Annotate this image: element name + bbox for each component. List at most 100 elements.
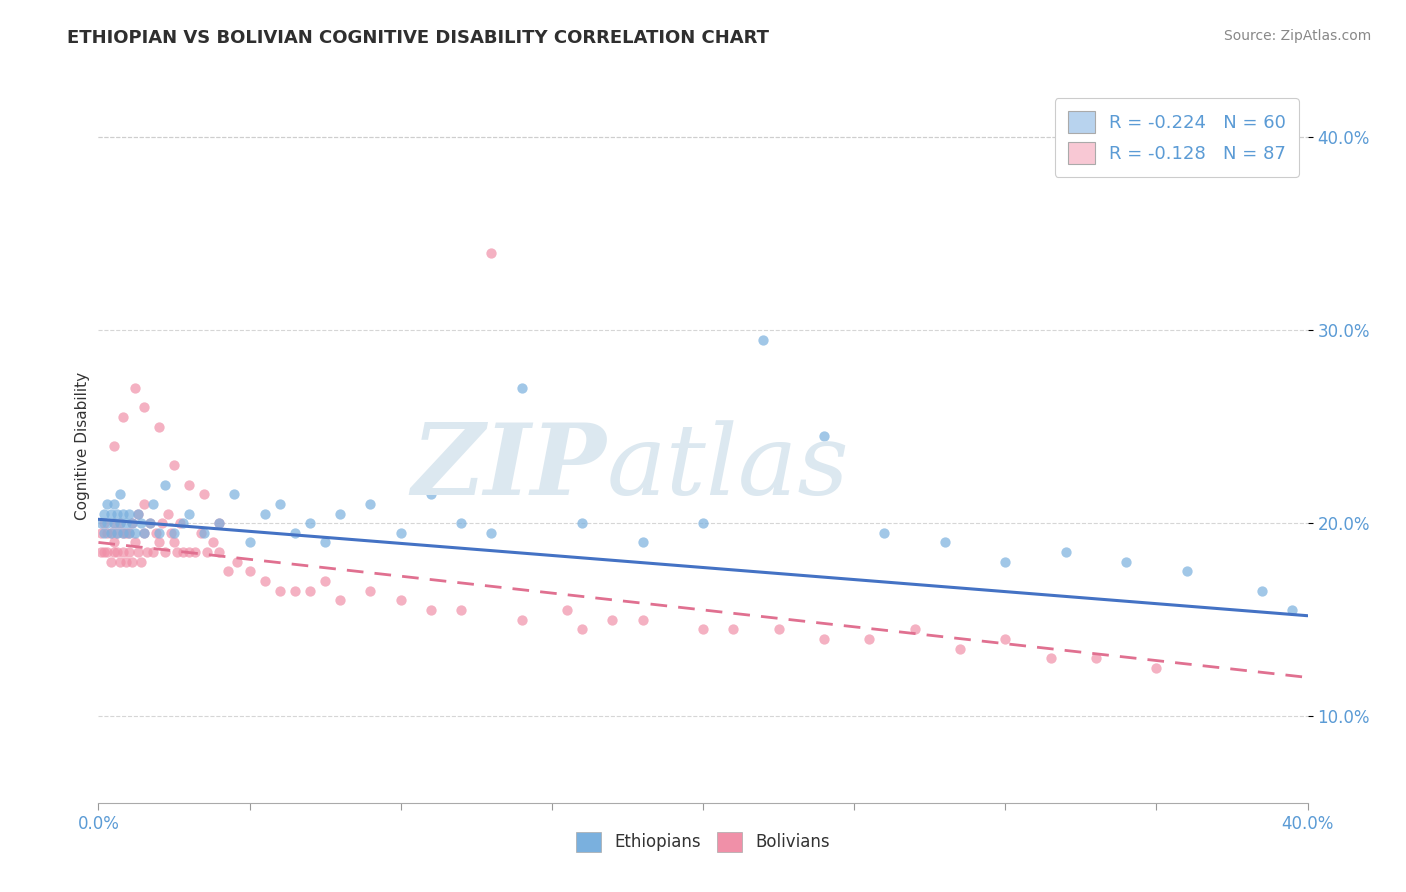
Point (118, 525, 141, 540)
Point (111, 507, 134, 521)
Point (153, 477, 176, 491)
Point (139, 516, 162, 530)
Point (100, 525, 122, 540)
Point (111, 525, 134, 540)
Point (1251, 583, 1274, 598)
Point (752, 333, 775, 347)
Point (111, 525, 134, 540)
Point (166, 545, 188, 559)
Point (103, 516, 125, 530)
Point (132, 497, 155, 511)
Point (135, 545, 157, 559)
Point (96, 497, 118, 511)
Point (284, 525, 307, 540)
Point (329, 507, 352, 521)
Point (129, 555, 152, 569)
Point (93, 525, 115, 540)
Point (139, 516, 162, 530)
Point (124, 525, 146, 540)
Point (602, 613, 624, 627)
Point (269, 497, 291, 511)
Point (118, 545, 141, 559)
Point (934, 535, 956, 549)
Point (184, 545, 207, 559)
Point (1039, 651, 1062, 665)
Point (768, 622, 790, 636)
Point (217, 565, 239, 579)
Point (692, 622, 714, 636)
Point (100, 525, 122, 540)
Point (360, 497, 382, 511)
Point (150, 516, 173, 530)
Point (450, 516, 472, 530)
Text: ZIP: ZIP (412, 419, 606, 516)
Point (108, 487, 131, 501)
Point (314, 574, 336, 588)
Point (121, 555, 143, 569)
Text: Source: ZipAtlas.com: Source: ZipAtlas.com (1223, 29, 1371, 43)
Point (239, 565, 262, 579)
Point (1281, 603, 1303, 617)
Point (108, 516, 131, 530)
Point (208, 516, 231, 530)
Point (142, 497, 165, 511)
Point (103, 535, 125, 549)
Point (111, 410, 134, 425)
Point (269, 583, 291, 598)
Point (105, 545, 128, 559)
Point (169, 516, 191, 530)
Point (105, 507, 128, 521)
Point (93, 507, 115, 521)
Point (389, 525, 412, 540)
Point (1175, 565, 1198, 579)
Point (179, 507, 201, 521)
Point (540, 477, 562, 491)
Point (253, 507, 276, 521)
Point (994, 632, 1017, 646)
Point (631, 535, 654, 549)
Point (571, 622, 593, 636)
Point (360, 583, 382, 598)
Point (226, 555, 249, 569)
Point (100, 555, 122, 569)
Point (163, 525, 186, 540)
Point (127, 507, 149, 521)
Point (172, 545, 194, 559)
Point (172, 516, 194, 530)
Point (145, 525, 167, 540)
Point (96, 545, 118, 559)
Point (132, 525, 155, 540)
Point (389, 593, 412, 607)
Point (153, 545, 176, 559)
Text: atlas: atlas (606, 420, 849, 515)
Point (105, 525, 128, 540)
Point (142, 545, 165, 559)
Point (190, 525, 212, 540)
Point (108, 555, 131, 569)
Point (299, 516, 322, 530)
Point (179, 477, 201, 491)
Point (148, 525, 170, 540)
Point (571, 516, 593, 530)
Point (163, 535, 186, 549)
Point (723, 622, 745, 636)
Point (148, 419, 170, 434)
Point (96, 516, 118, 530)
Point (111, 545, 134, 559)
Point (873, 525, 896, 540)
Point (239, 535, 262, 549)
Point (118, 507, 141, 521)
Point (420, 603, 443, 617)
Point (121, 516, 143, 530)
Point (103, 545, 125, 559)
Point (132, 525, 155, 540)
Point (124, 535, 146, 549)
Point (813, 429, 835, 443)
Point (193, 487, 215, 501)
Point (193, 525, 215, 540)
Point (114, 525, 136, 540)
Point (114, 555, 136, 569)
Point (481, 246, 503, 260)
Point (1144, 661, 1167, 675)
Point (132, 401, 155, 415)
